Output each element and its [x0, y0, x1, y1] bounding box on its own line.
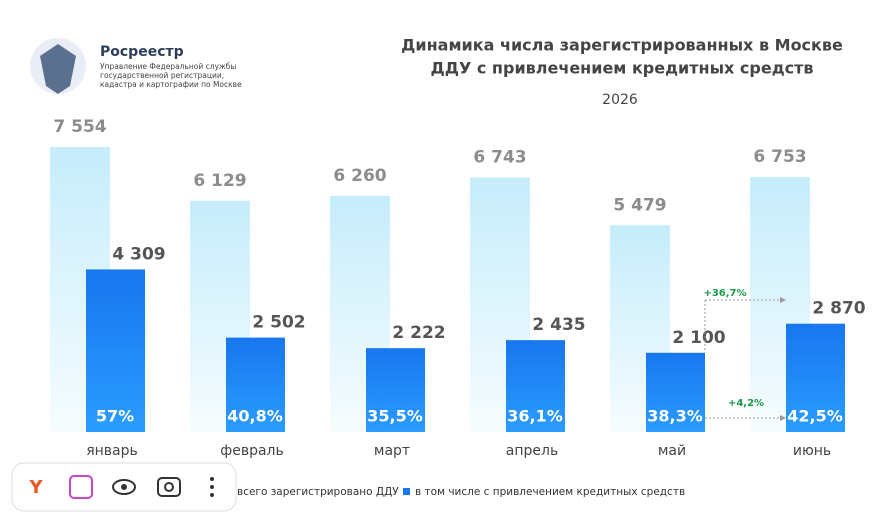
- share-label: 42,5%: [787, 407, 843, 426]
- data-label: 6 260: [333, 166, 386, 186]
- menu-icon[interactable]: [210, 477, 214, 497]
- logo-subtitle: государственной регистрации,: [100, 71, 224, 80]
- chart-subtitle: 2026: [602, 92, 638, 108]
- data-label: 4 309: [112, 244, 165, 264]
- eye-pupil: [121, 484, 127, 490]
- share-label: 40,8%: [227, 407, 283, 426]
- annotation: +36,7%: [703, 288, 746, 299]
- share-label: 36,1%: [507, 407, 563, 426]
- eye-icon[interactable]: [112, 479, 136, 495]
- translate-icon[interactable]: [69, 475, 93, 499]
- arrow-head: [780, 415, 786, 421]
- legend-label: в том числе с привлечением кредитных сре…: [415, 486, 685, 498]
- logo-subtitle: Управление Федеральной службы: [100, 62, 236, 71]
- data-label: 6 129: [193, 171, 246, 191]
- bar: [786, 323, 845, 432]
- arrow-head: [780, 297, 786, 303]
- toolbar: Y: [11, 462, 237, 512]
- share-label: 57%: [96, 407, 134, 426]
- bar: [86, 269, 145, 432]
- share-label: 35,5%: [367, 407, 423, 426]
- x-tick-label: июнь: [793, 443, 831, 459]
- logo-subtitle: кадастра и картографии по Москве: [100, 80, 242, 89]
- bar: [366, 348, 425, 432]
- camera-lens: [164, 482, 174, 492]
- logo-name: Росреестр: [100, 44, 184, 60]
- data-label: 2 435: [532, 315, 585, 335]
- x-tick-label: май: [658, 443, 686, 459]
- x-tick-label: февраль: [220, 443, 284, 459]
- browser-icon[interactable]: Y: [28, 477, 43, 498]
- legend-marker: [403, 488, 410, 495]
- data-label: 6 743: [473, 148, 526, 168]
- x-tick-label: апрель: [506, 443, 558, 459]
- chart-title: ДДУ с привлечением кредитных средств: [430, 59, 813, 78]
- x-tick-label: январь: [86, 443, 138, 459]
- x-tick-label: март: [374, 443, 410, 459]
- data-label: 6 753: [753, 147, 806, 167]
- logo-shield: [40, 44, 76, 94]
- camera-icon[interactable]: [157, 477, 181, 497]
- logo: Росреестр Управление Федеральной службы …: [30, 38, 242, 94]
- chart-title: Динамика числа зарегистрированных в Моск…: [401, 36, 843, 55]
- annotation: +4,2%: [728, 398, 764, 409]
- plot: 7 554 4 309 57% январь 6 129 2 502 40,8% феврал…: [50, 117, 866, 498]
- data-label: 5 479: [613, 195, 666, 215]
- data-label: 2 502: [252, 313, 305, 333]
- bar: [506, 340, 565, 432]
- legend-label: всего зарегистрировано ДДУ: [237, 486, 399, 498]
- data-label: 2 222: [392, 323, 445, 343]
- bar: [226, 337, 285, 432]
- share-label: 38,3%: [647, 407, 703, 426]
- data-label: 7 554: [53, 117, 106, 137]
- data-label: 2 870: [812, 299, 865, 319]
- data-label: 2 100: [672, 328, 725, 348]
- bar: [646, 352, 705, 432]
